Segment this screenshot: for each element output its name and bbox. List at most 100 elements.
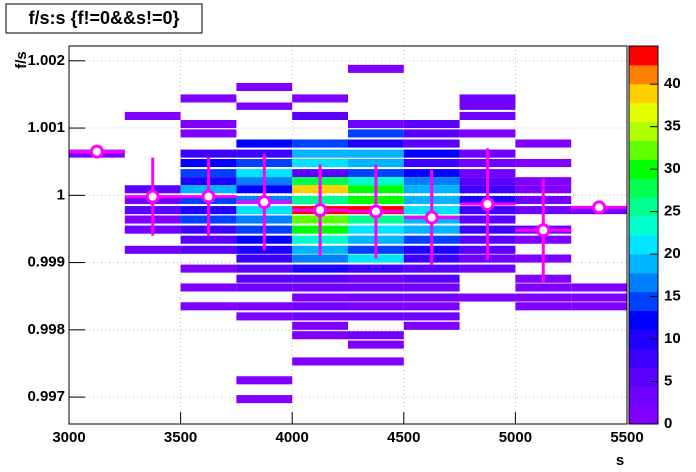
cell — [348, 331, 404, 340]
cell — [515, 158, 572, 168]
cell — [348, 357, 404, 366]
cell — [292, 312, 348, 321]
cell — [124, 111, 181, 120]
cell — [403, 119, 460, 129]
cell — [348, 149, 404, 158]
cell — [236, 254, 293, 263]
cell — [292, 321, 348, 330]
cell — [403, 274, 460, 283]
palette-box — [629, 216, 658, 236]
palette-box — [629, 197, 658, 217]
cell — [348, 158, 404, 168]
cell — [236, 139, 293, 148]
cell — [515, 283, 572, 292]
cell — [348, 264, 404, 273]
cell — [180, 129, 237, 138]
z-tick-label: 40 — [664, 75, 681, 92]
cell — [403, 129, 460, 138]
cell — [236, 312, 293, 321]
y-tick-label: 1.002 — [27, 52, 65, 69]
z-tick-label: 15 — [664, 288, 681, 305]
z-tick-label: 35 — [664, 118, 681, 135]
profile-point — [368, 204, 383, 219]
cell — [403, 158, 460, 168]
x-axis-title: s — [616, 452, 624, 469]
x-tick-label: 5000 — [499, 429, 532, 446]
cell — [571, 283, 627, 292]
profile-point — [424, 210, 439, 225]
cell — [292, 357, 348, 366]
cell — [459, 94, 516, 103]
chart-title: f/s:s {f!=0&&s!=0} — [28, 8, 179, 28]
y-axis-title: f/s — [13, 51, 30, 69]
cell — [292, 158, 348, 168]
cell — [292, 149, 348, 158]
palette-box — [629, 235, 658, 255]
cell — [348, 340, 404, 349]
palette-box — [629, 367, 658, 387]
palette-box — [629, 348, 658, 368]
y-tick-label: 0.999 — [27, 254, 65, 271]
cell — [292, 331, 348, 340]
cell — [292, 283, 348, 292]
cell — [236, 82, 293, 92]
profile-point — [89, 144, 104, 159]
cell — [571, 293, 627, 302]
palette-box — [629, 253, 658, 274]
palette-box — [629, 329, 658, 349]
palette-box — [629, 121, 658, 141]
z-tick-label: 5 — [664, 372, 672, 389]
cell — [348, 119, 404, 129]
palette-box — [629, 178, 658, 198]
y-tick-label: 0.997 — [27, 388, 65, 405]
profile-point — [313, 203, 328, 218]
palette-box — [629, 291, 658, 312]
z-tick-label: 0 — [664, 415, 672, 432]
cell — [292, 111, 348, 120]
palette-box — [629, 310, 658, 330]
palette-box — [629, 140, 658, 160]
cell — [348, 312, 404, 321]
y-tick-label: 0.998 — [27, 321, 65, 338]
cell — [292, 94, 348, 103]
cell — [459, 129, 516, 138]
cell — [515, 139, 572, 148]
y-tick-label: 1.001 — [27, 119, 65, 136]
cell — [403, 302, 460, 311]
x-tick-label: 4000 — [276, 429, 309, 446]
cell — [403, 149, 460, 158]
palette-box — [629, 102, 658, 123]
profile-point — [145, 189, 160, 204]
cell — [236, 274, 293, 283]
y-tick-label: 1 — [57, 186, 65, 203]
cell — [403, 312, 460, 321]
cell — [515, 293, 572, 302]
z-tick-label: 25 — [664, 203, 681, 220]
palette-box — [629, 386, 658, 406]
cell — [515, 302, 572, 311]
cell — [348, 283, 404, 292]
z-tick-label: 30 — [664, 160, 681, 177]
cell — [180, 283, 237, 292]
profile-point — [257, 195, 272, 210]
cell — [348, 293, 404, 302]
x-tick-label: 4500 — [387, 429, 420, 446]
x-tick-label: 3500 — [164, 429, 197, 446]
z-tick-label: 10 — [664, 330, 681, 347]
cell — [236, 283, 293, 292]
x-tick-label: 3000 — [52, 429, 85, 446]
profile-point — [480, 197, 495, 212]
cell — [292, 254, 348, 263]
palette-box — [629, 64, 658, 85]
frame — [68, 45, 628, 425]
cell — [403, 264, 460, 273]
cell — [403, 139, 460, 148]
cell — [292, 293, 348, 302]
cell — [180, 119, 237, 129]
cell — [403, 293, 460, 302]
cell — [236, 302, 293, 311]
cell — [236, 102, 293, 110]
cell — [124, 245, 181, 254]
cell — [459, 102, 516, 110]
